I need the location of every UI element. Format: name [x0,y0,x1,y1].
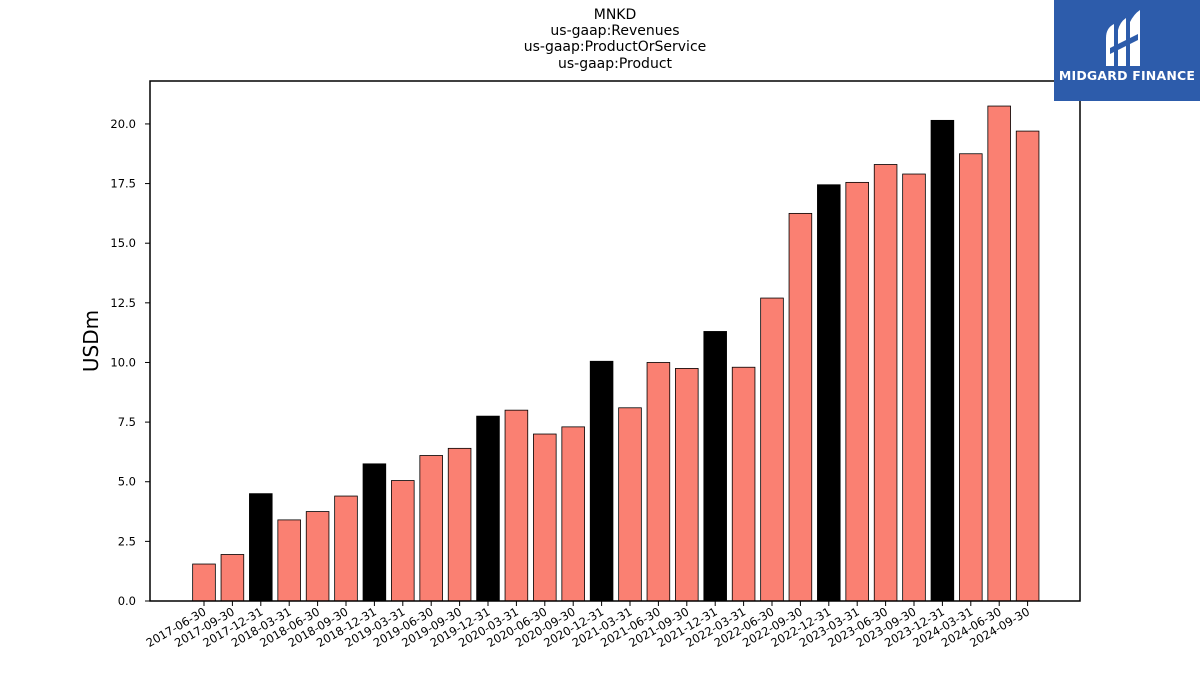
bar-2020-09-30 [561,426,585,602]
bar-2022-06-30 [760,297,784,602]
chart-title-line-1: MNKD [593,7,637,23]
bar-2023-03-31 [845,181,869,602]
bar-2021-09-30 [675,368,699,602]
bar-2018-03-31 [277,519,301,602]
bar-2017-09-30 [220,554,245,602]
y-tick-label: 5.0 [118,475,136,489]
y-tick-label: 20.0 [110,117,136,131]
bar-2021-12-31 [703,331,727,602]
bar-2018-09-30 [334,495,358,602]
bar-2022-12-31 [817,184,841,602]
brand-logo: MIDGARD FINANCE [1054,0,1200,101]
logo-text: MIDGARD FINANCE [1058,68,1196,83]
bar-2024-06-30 [987,105,1011,602]
bar-2020-06-30 [533,433,557,602]
bar-2017-06-30 [192,563,216,602]
plot-frame [149,80,1081,602]
bar-2020-12-31 [589,360,614,602]
y-axis-label: USDm [79,310,103,372]
y-tick-label: 7.5 [118,415,136,429]
bar-2021-03-31 [618,407,642,602]
bar-2018-12-31 [362,463,387,602]
bar-2024-03-31 [959,153,983,602]
bar-2022-09-30 [788,212,813,602]
bar-2024-09-30 [1015,130,1040,602]
bar-2023-06-30 [873,164,898,602]
y-tick-label: 17.5 [110,177,136,191]
y-tick-label: 12.5 [110,296,136,310]
bar-2023-12-31 [930,119,955,602]
bar-2022-03-31 [731,366,756,602]
bar-2019-12-31 [476,415,500,602]
chart-title-line-3: us-gaap:ProductOrService [523,39,707,55]
logo-mark-icon [1106,10,1140,66]
y-tick-label: 15.0 [110,236,136,250]
y-tick-label: 2.5 [118,534,136,548]
chart-title-line-4: us-gaap:Product [557,56,673,72]
bar-2023-09-30 [902,173,926,602]
bar-2019-03-31 [391,480,415,602]
bar-2020-03-31 [504,409,529,602]
bar-2021-06-30 [646,362,671,602]
y-axis: 0.0 2.5 5.0 7.5 10.0 12.5 15.0 17.5 20.0 [110,117,150,608]
x-axis: 2017-06-302017-09-302017-12-312018-03-31… [144,601,1032,650]
bar-2017-12-31 [249,493,273,602]
chart-title-line-2: us-gaap:Revenues [550,23,680,39]
bar-2018-06-30 [305,511,330,602]
y-tick-label: 0.0 [118,594,136,608]
bars-layer [192,105,1040,602]
bar-2019-06-30 [419,455,443,602]
bar-2019-09-30 [447,447,472,602]
y-tick-label: 10.0 [110,355,136,369]
